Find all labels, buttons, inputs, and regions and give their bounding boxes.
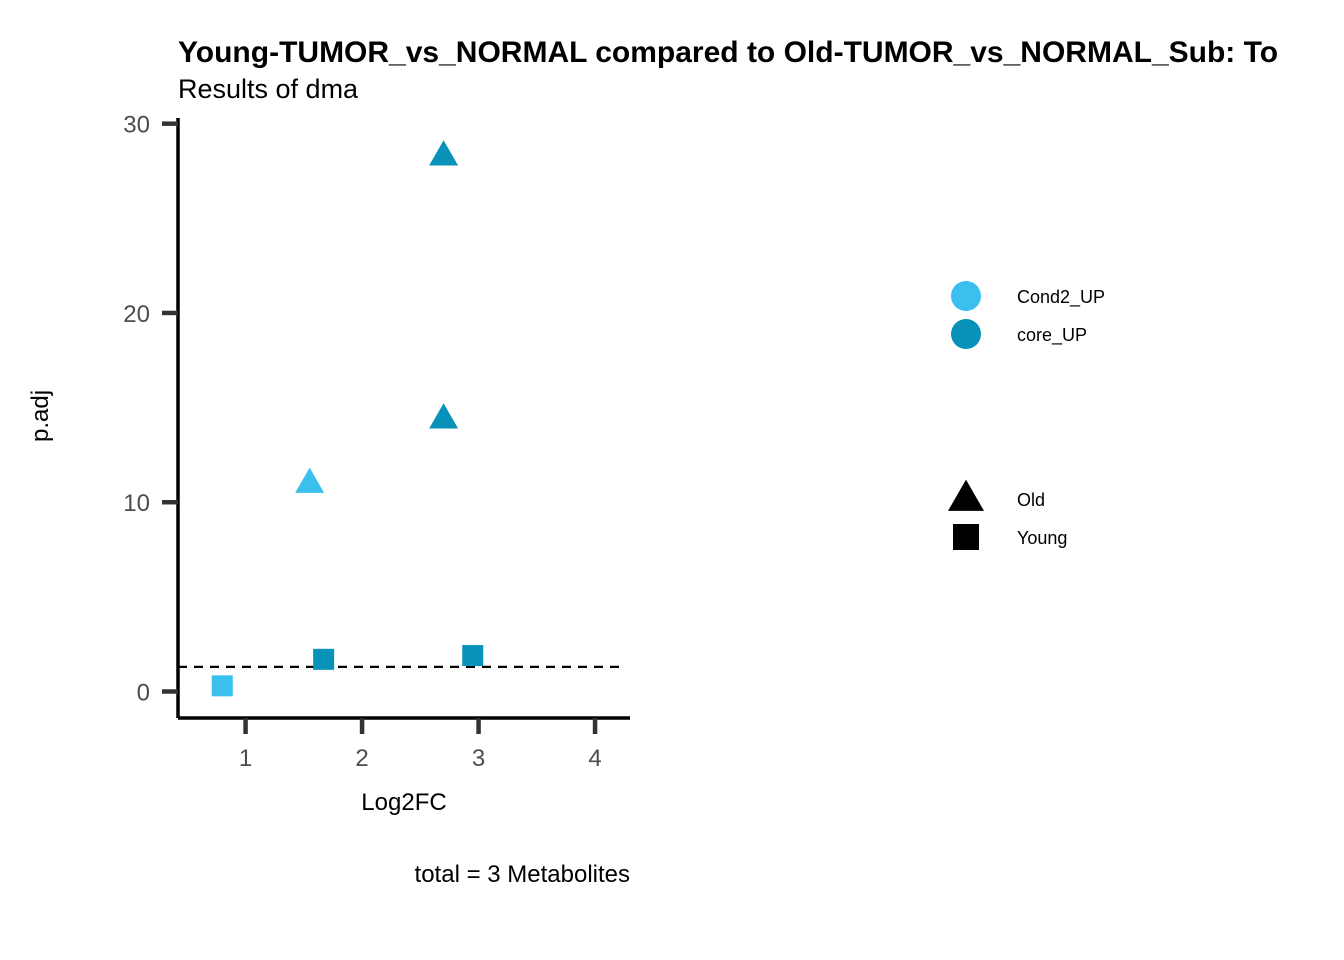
legend-key-triangle bbox=[948, 479, 984, 511]
legend-key-circle bbox=[951, 319, 981, 349]
data-point bbox=[295, 467, 325, 493]
legend-label: Young bbox=[1017, 528, 1067, 548]
y-axis-title: p.adj bbox=[27, 390, 54, 442]
y-tick-label: 10 bbox=[123, 490, 150, 517]
data-point bbox=[211, 675, 233, 697]
legend-label: core_UP bbox=[1017, 325, 1087, 346]
legend-key-circle bbox=[951, 281, 981, 311]
x-tick-label: 2 bbox=[355, 745, 368, 772]
data-point bbox=[429, 403, 459, 429]
y-tick-label: 20 bbox=[123, 301, 150, 328]
chart-title: Young-TUMOR_vs_NORMAL compared to Old-TU… bbox=[178, 36, 1278, 69]
y-tick-label: 30 bbox=[123, 112, 150, 139]
legend-label: Cond2_UP bbox=[1017, 287, 1105, 308]
x-tick-label: 3 bbox=[472, 745, 485, 772]
y-tick-label: 0 bbox=[137, 680, 150, 707]
x-tick-label: 1 bbox=[239, 745, 252, 772]
plot-area: 0 10 20 30 1 2 3 4 bbox=[123, 112, 630, 772]
data-point bbox=[462, 645, 484, 667]
legend-key-square bbox=[953, 524, 979, 550]
x-tick-label: 4 bbox=[588, 745, 601, 772]
chart-caption: total = 3 Metabolites bbox=[415, 861, 630, 888]
data-point bbox=[429, 140, 459, 166]
legend: Cond2_UP core_UP Old Young bbox=[948, 281, 1105, 550]
legend-label: Old bbox=[1017, 490, 1045, 510]
chart-subtitle: Results of dma bbox=[178, 74, 359, 104]
data-point bbox=[313, 648, 335, 670]
x-axis-title: Log2FC bbox=[361, 789, 446, 816]
